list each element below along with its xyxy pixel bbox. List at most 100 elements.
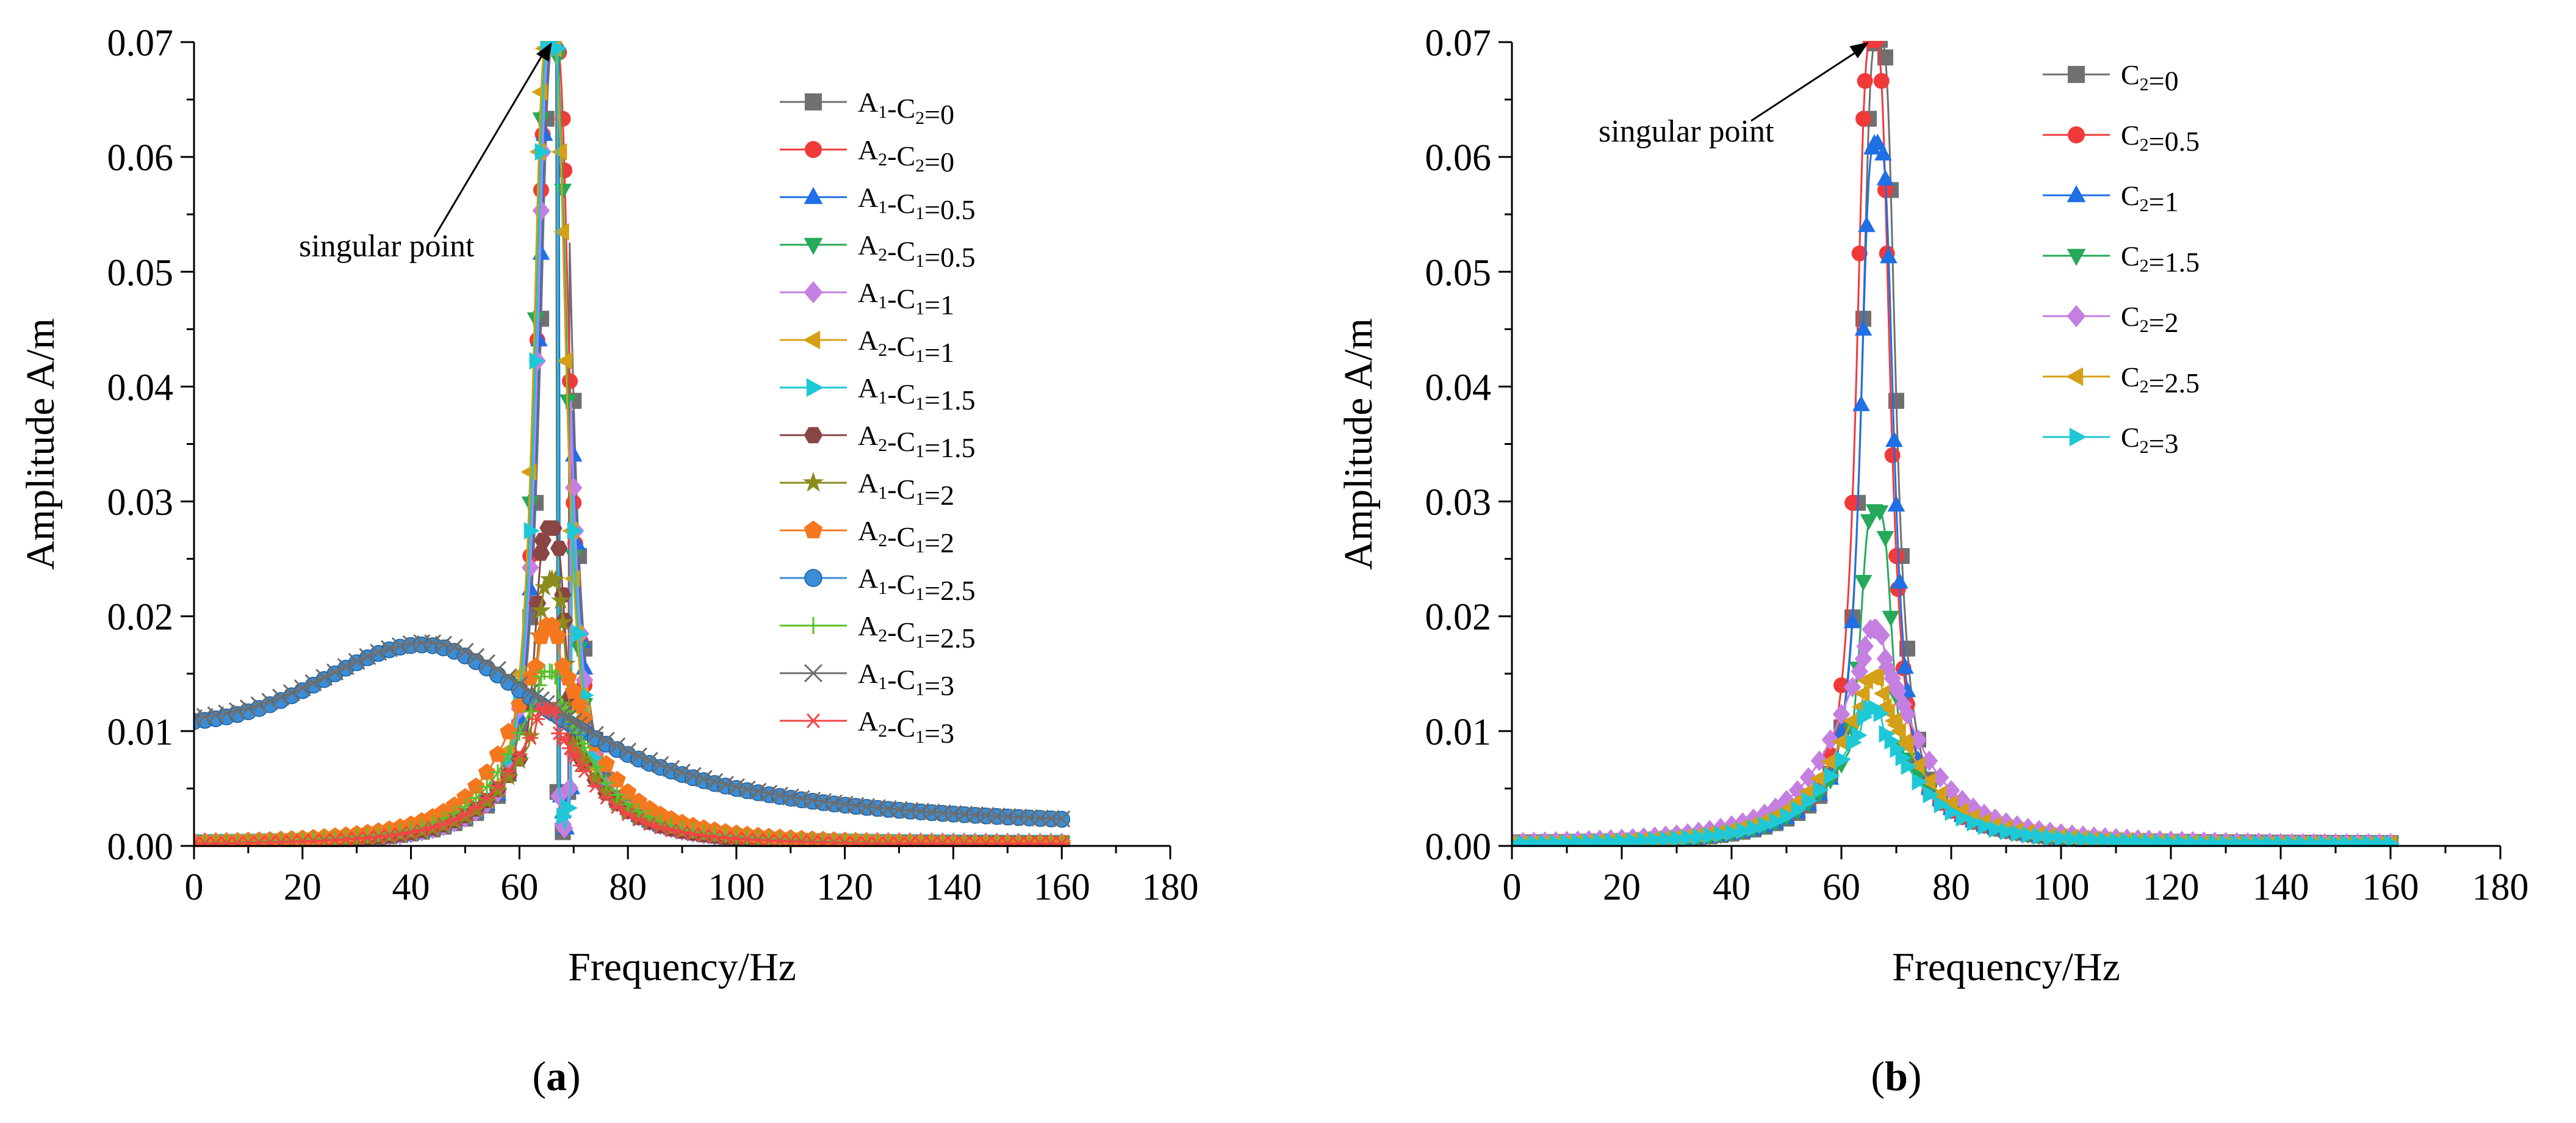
x-tick-label: 180 — [1142, 867, 1199, 908]
data-point — [456, 643, 474, 660]
data-point — [1659, 831, 1675, 847]
data-point — [2087, 831, 2104, 847]
data-point — [567, 522, 583, 540]
x-tick-label: 100 — [2033, 867, 2090, 908]
data-point — [609, 800, 625, 814]
data-point — [534, 532, 552, 548]
data-point — [403, 825, 419, 839]
data-point — [250, 696, 268, 713]
data-point — [556, 807, 572, 825]
x-tick-label: 20 — [1603, 867, 1641, 908]
data-point — [564, 446, 583, 462]
data-point — [1854, 684, 1870, 702]
series-line — [1512, 142, 2391, 844]
series-C2=0.5 — [1512, 41, 2398, 847]
legend-item: C2=2.5 — [2043, 361, 2200, 399]
x-tick-label: 40 — [1713, 867, 1750, 908]
legend-label: A2-C1=2 — [858, 515, 954, 558]
data-point — [381, 825, 397, 841]
legend-marker — [2067, 248, 2086, 266]
data-point — [728, 828, 744, 845]
data-point — [457, 807, 473, 821]
data-point — [562, 373, 578, 389]
data-point — [1692, 828, 1708, 846]
annotation-text: singular point — [1599, 114, 1774, 149]
panel-a: 0.00 0.01 0.02 0.03 0.04 0.05 0.06 0.07 0 20 40 60 8… — [18, 23, 1199, 1099]
data-point — [500, 754, 517, 776]
data-point — [570, 716, 588, 734]
data-point — [565, 713, 583, 731]
y-tick-label: 0.02 — [1425, 597, 1492, 638]
data-point — [1884, 712, 1901, 730]
data-point — [2065, 830, 2082, 847]
data-point — [685, 826, 701, 841]
data-point — [1810, 770, 1826, 787]
data-point — [577, 740, 592, 756]
data-point — [1941, 795, 1958, 813]
data-point — [1885, 431, 1903, 447]
data-point — [468, 800, 484, 814]
data-point — [556, 352, 573, 370]
y-tick-label: 0.07 — [107, 23, 174, 64]
panel-label: (b) — [1871, 1053, 1921, 1099]
data-point — [304, 674, 322, 691]
data-point — [359, 831, 376, 845]
data-point — [1758, 816, 1774, 834]
data-point — [1854, 575, 1873, 591]
legend-item: A1-C1=2.5 — [780, 563, 976, 606]
data-point — [1813, 781, 1829, 799]
data-point — [2032, 827, 2049, 845]
data-point — [1670, 829, 1686, 847]
legend-label: A2-C1=1.5 — [858, 420, 976, 463]
legend-label: C2=2.5 — [2121, 361, 2200, 399]
legend-label: A1-C1=2 — [858, 468, 954, 511]
legend-label: C2=1.5 — [2121, 240, 2200, 278]
data-point — [500, 764, 517, 778]
y-tick-label: 0.06 — [1425, 137, 1492, 179]
axes: 0.00 0.01 0.02 0.03 0.04 0.05 0.06 0.07 0 20 40 60 8… — [1425, 23, 2529, 908]
data-point — [585, 768, 605, 787]
legend-label: A1-C2=0 — [858, 87, 954, 130]
data-point — [630, 803, 647, 820]
legend-marker — [2067, 185, 2086, 203]
data-point — [1736, 821, 1752, 840]
data-point — [1852, 395, 1870, 411]
legend-marker — [805, 93, 822, 110]
y-tick-label: 0.05 — [1425, 252, 1492, 294]
data-point — [565, 682, 583, 699]
legend-marker — [2066, 367, 2084, 386]
data-point — [1942, 780, 1960, 801]
data-point — [532, 200, 550, 221]
data-point — [1860, 514, 1878, 530]
data-point — [1876, 169, 1894, 186]
data-point — [1876, 531, 1894, 547]
data-point — [293, 679, 311, 697]
legend: A1-C2=0A2-C2=0A1-C1=0.5A2-C1=0.5A1-C1=1 A… — [780, 87, 976, 749]
data-point — [553, 612, 573, 631]
data-point — [1891, 572, 1909, 589]
data-point — [1851, 245, 1868, 262]
data-point — [575, 719, 594, 737]
data-point — [608, 737, 626, 755]
panel-b: 0.00 0.01 0.02 0.03 0.04 0.05 0.06 0.07 0 20 40 60 8… — [1336, 23, 2529, 1099]
data-point — [509, 750, 530, 769]
data-point — [1799, 767, 1818, 788]
y-tick-label: 0.01 — [107, 712, 174, 753]
legend-item: A1-C1=3 — [780, 658, 954, 701]
data-point — [1799, 782, 1815, 801]
data-point — [522, 703, 539, 720]
data-point — [549, 627, 566, 645]
data-point — [577, 764, 592, 778]
series-C2=3 — [1512, 699, 2400, 847]
data-point — [550, 541, 568, 556]
series-line — [1512, 707, 2391, 845]
data-point — [1871, 505, 1889, 521]
data-point — [511, 676, 528, 693]
y-tick-label: 0.03 — [1425, 482, 1492, 524]
legend-marker — [2069, 427, 2087, 447]
data-point — [567, 749, 583, 764]
x-tick-label: 100 — [708, 867, 765, 908]
legend-item: A2-C1=0.5 — [780, 229, 976, 273]
y-tick-label: 0.07 — [1425, 23, 1492, 64]
data-point — [1869, 134, 1887, 150]
